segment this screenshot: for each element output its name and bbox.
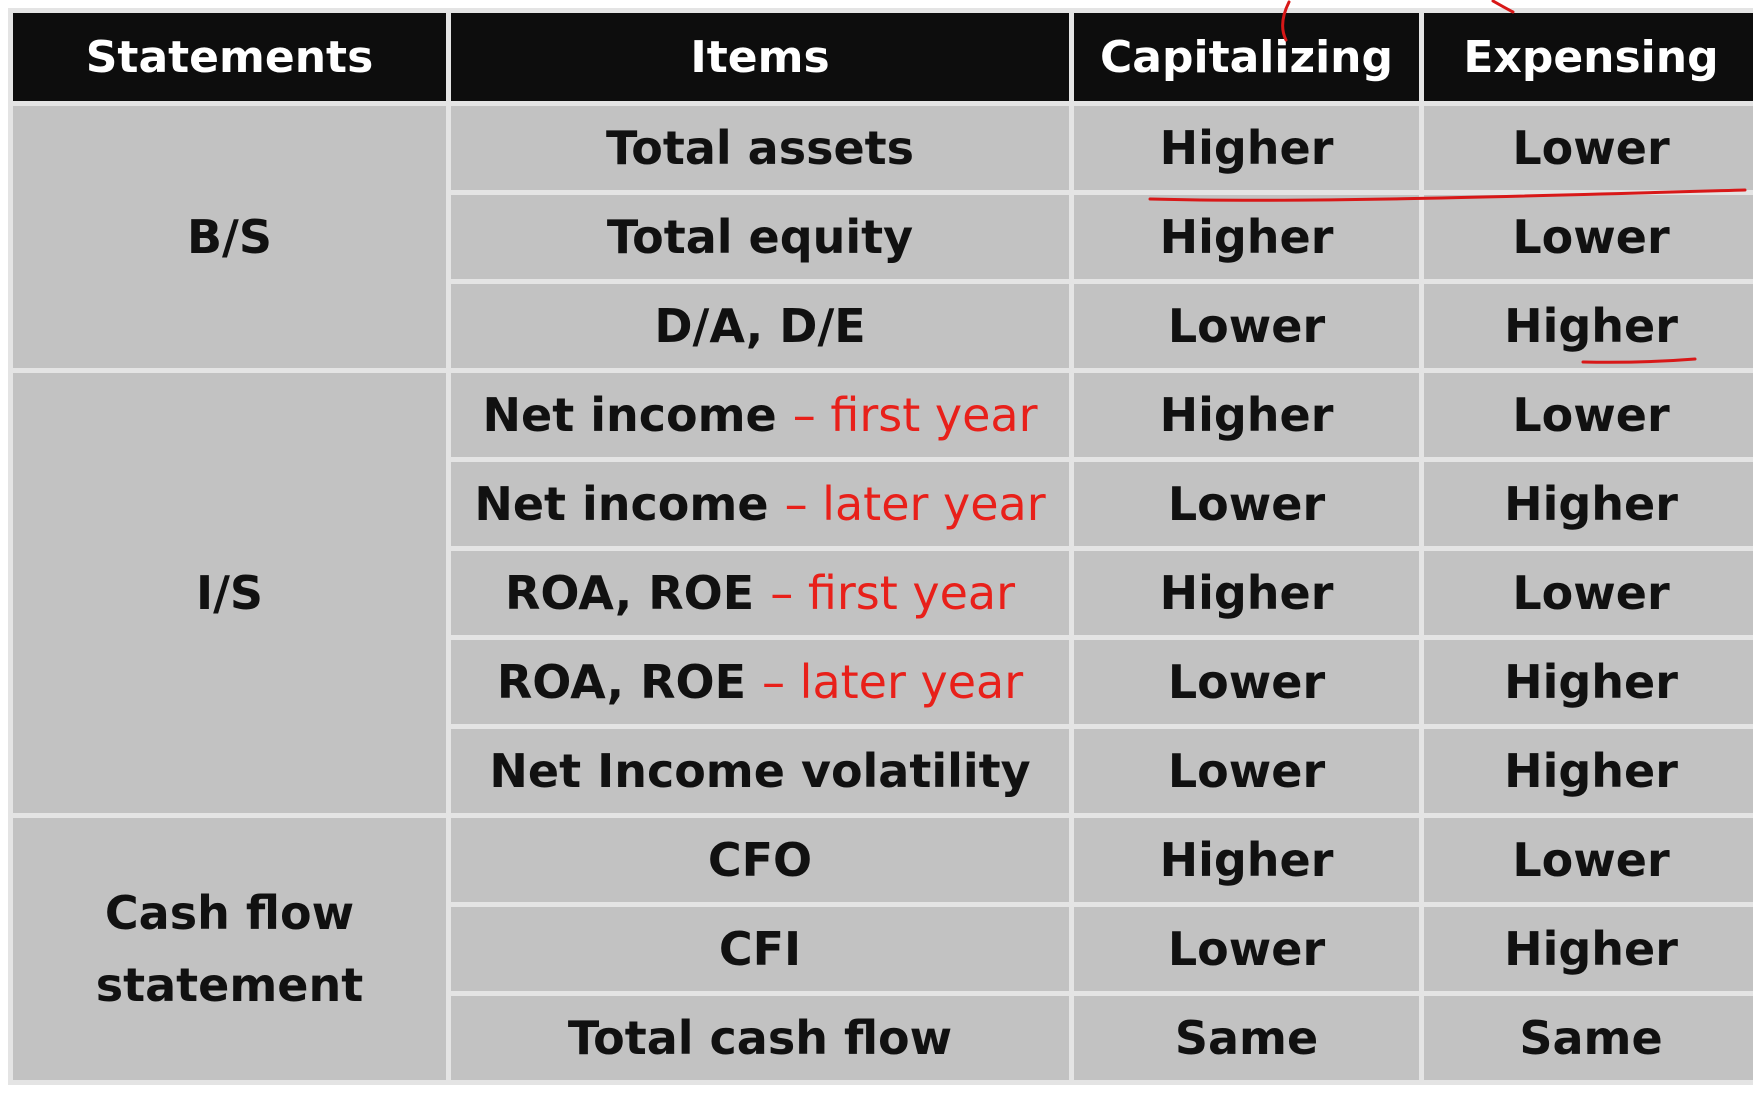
item-label: Net income bbox=[482, 388, 793, 442]
item-cell: ROA, ROE – later year bbox=[451, 640, 1069, 724]
table-row: Cash flow statement CFO Higher Lower bbox=[13, 818, 1753, 1080]
statement-bs: B/S bbox=[13, 106, 446, 368]
capitalizing-cell: Lower bbox=[1074, 729, 1419, 813]
item-qualifier: – first year bbox=[770, 566, 1015, 620]
expensing-cell: Higher bbox=[1424, 284, 1753, 368]
capitalizing-cell: Same bbox=[1074, 996, 1419, 1080]
capitalizing-cell: Lower bbox=[1074, 462, 1419, 546]
item-qualifier: – first year bbox=[792, 388, 1038, 442]
header-expensing: Expensing bbox=[1424, 13, 1753, 101]
item-cell: CFI bbox=[451, 907, 1069, 991]
item-label: Total cash flow bbox=[567, 1011, 953, 1065]
expensing-cell: Lower bbox=[1424, 195, 1753, 279]
item-qualifier: – later year bbox=[762, 655, 1024, 709]
item-label: D/A, D/E bbox=[654, 299, 866, 353]
capitalizing-cell: Higher bbox=[1074, 373, 1419, 457]
comparison-table-container: Statements Items Capitalizing Expensing … bbox=[8, 8, 1753, 1085]
item-qualifier: – later year bbox=[784, 477, 1046, 531]
table-row: Total equity Higher Lower bbox=[13, 195, 1753, 279]
item-cell: Net income – first year bbox=[451, 373, 1069, 457]
expensing-cell: Lower bbox=[1424, 818, 1753, 902]
item-label: CFI bbox=[718, 922, 802, 976]
item-cell: Net income – later year bbox=[451, 462, 1069, 546]
table-row: CFI Lower Higher bbox=[13, 907, 1753, 991]
statement-cash-flow: Cash flow statement bbox=[13, 818, 446, 1080]
header-items: Items bbox=[451, 13, 1069, 101]
statement-is: I/S bbox=[13, 373, 446, 813]
header-capitalizing: Capitalizing bbox=[1074, 13, 1419, 101]
capitalizing-cell: Higher bbox=[1074, 195, 1419, 279]
capitalizing-cell: Higher bbox=[1074, 818, 1419, 902]
expensing-cell: Higher bbox=[1424, 640, 1753, 724]
capitalizing-cell: Lower bbox=[1074, 284, 1419, 368]
header-row: Statements Items Capitalizing Expensing bbox=[13, 13, 1753, 101]
item-label: Net income bbox=[474, 477, 785, 531]
table-row: Total cash flow Same Same bbox=[13, 996, 1753, 1080]
capitalizing-cell: Lower bbox=[1074, 640, 1419, 724]
item-label: CFO bbox=[707, 833, 813, 887]
item-label: Total assets bbox=[605, 121, 915, 175]
item-label: ROA, ROE bbox=[496, 655, 763, 709]
item-cell: Net Income volatility bbox=[451, 729, 1069, 813]
expensing-cell: Lower bbox=[1424, 551, 1753, 635]
item-cell: CFO bbox=[451, 818, 1069, 902]
table-row: Net income – later year Lower Higher bbox=[13, 462, 1753, 546]
expensing-cell: Higher bbox=[1424, 729, 1753, 813]
expensing-cell: Same bbox=[1424, 996, 1753, 1080]
item-cell: Total cash flow bbox=[451, 996, 1069, 1080]
capitalizing-cell: Higher bbox=[1074, 106, 1419, 190]
item-cell: ROA, ROE – first year bbox=[451, 551, 1069, 635]
capitalizing-cell: Lower bbox=[1074, 907, 1419, 991]
table-row: ROA, ROE – later year Lower Higher bbox=[13, 640, 1753, 724]
expensing-cell: Lower bbox=[1424, 106, 1753, 190]
expensing-cell: Higher bbox=[1424, 462, 1753, 546]
table-row: B/S Total assets Higher Lower bbox=[13, 106, 1753, 368]
table-row: Net Income volatility Lower Higher bbox=[13, 729, 1753, 813]
item-cell: D/A, D/E bbox=[451, 284, 1069, 368]
table-row: D/A, D/E Lower Higher bbox=[13, 284, 1753, 368]
expensing-cell: Lower bbox=[1424, 373, 1753, 457]
capitalizing-vs-expensing-table: Statements Items Capitalizing Expensing … bbox=[8, 8, 1753, 1085]
header-statements: Statements bbox=[13, 13, 446, 101]
expensing-cell: Higher bbox=[1424, 907, 1753, 991]
item-label: Net Income volatility bbox=[489, 744, 1031, 798]
capitalizing-cell: Higher bbox=[1074, 551, 1419, 635]
item-label: ROA, ROE bbox=[505, 566, 771, 620]
item-cell: Total assets bbox=[451, 106, 1069, 190]
table-row: ROA, ROE – first year Higher Lower bbox=[13, 551, 1753, 635]
item-cell: Total equity bbox=[451, 195, 1069, 279]
table-row: I/S Net income – first year Higher Lower bbox=[13, 373, 1753, 813]
item-label: Total equity bbox=[606, 210, 914, 264]
